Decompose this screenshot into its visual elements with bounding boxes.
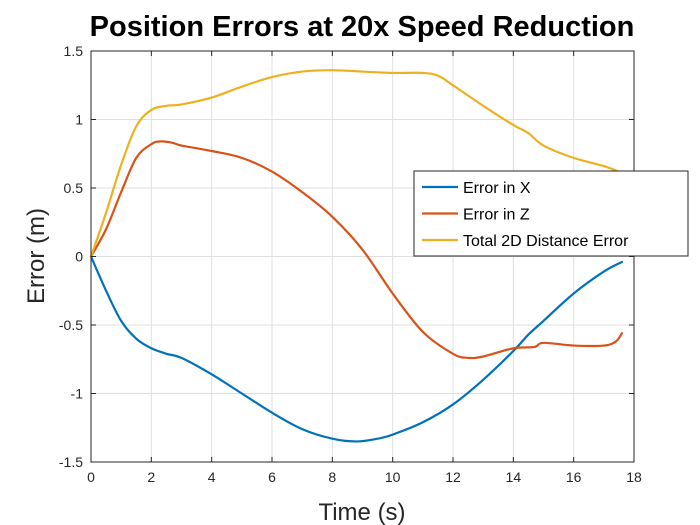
x-tick-label: 18	[626, 469, 642, 485]
chart-title: Position Errors at 20x Speed Reduction	[90, 11, 635, 43]
x-tick-label: 16	[566, 469, 582, 485]
y-tick-label: -0.5	[59, 317, 83, 333]
legend-label-error-in-x: Error in X	[463, 180, 531, 197]
y-tick-label: 1	[75, 112, 83, 128]
x-tick-label: 14	[506, 469, 522, 485]
legend: Error in X Error in Z Total 2D Distance Er…	[413, 170, 689, 257]
x-tick-label: 2	[147, 469, 155, 485]
y-tick-label: 0.5	[64, 180, 84, 196]
x-tick-label: 6	[268, 469, 276, 485]
series-lines	[89, 69, 624, 443]
x-tick-label: 4	[208, 469, 216, 485]
legend-label-total-2d-distance-error: Total 2D Distance Error	[463, 233, 629, 250]
y-axis-label: Error (m)	[23, 208, 50, 304]
x-axis-label: Time (s)	[318, 499, 405, 525]
x-tick-label: 12	[445, 469, 461, 485]
y-tick-label: 1.5	[64, 43, 84, 59]
series-line-error-in-x	[89, 255, 624, 443]
ticks: 0 2 4 6 8 10 12 14 16 18 -1.5 -1 -0.5 0 0.5 1 1.5	[59, 43, 642, 485]
y-tick-label: -1.5	[59, 454, 83, 470]
legend-box	[413, 170, 689, 257]
legend-label-error-in-z: Error in Z	[463, 207, 530, 224]
series-line-error-in-z	[89, 140, 624, 360]
y-tick-label: -1	[71, 386, 84, 402]
x-tick-label: 0	[87, 469, 95, 485]
x-tick-label: 8	[328, 469, 336, 485]
x-tick-label: 10	[385, 469, 401, 485]
series-line-total-2d-distance-error	[89, 69, 624, 258]
y-tick-label: 0	[75, 249, 83, 265]
